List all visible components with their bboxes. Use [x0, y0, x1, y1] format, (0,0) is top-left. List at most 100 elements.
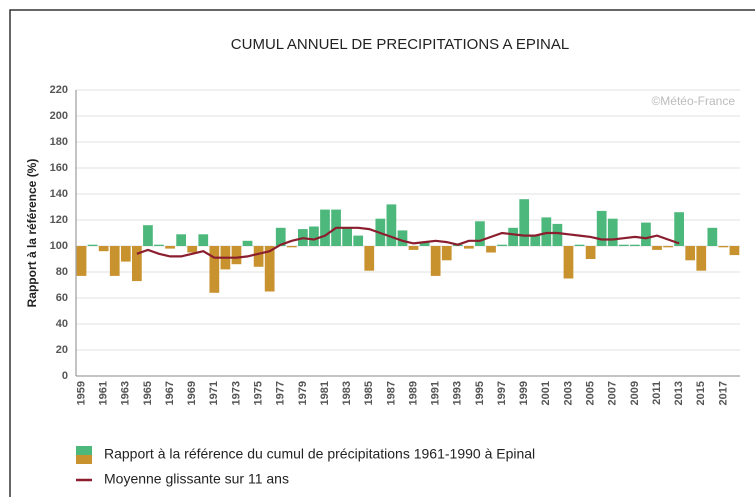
bar: [563, 246, 574, 279]
frame: [9, 9, 755, 497]
x-tick-label: 2011: [651, 381, 663, 405]
y-tick-label: 60: [56, 292, 68, 304]
bar: [109, 246, 120, 276]
bar: [685, 246, 696, 261]
bar: [441, 246, 452, 261]
x-tick-label: 1963: [120, 381, 132, 405]
watermark: ©Météo-France: [651, 94, 735, 108]
y-tick-label: 220: [50, 84, 68, 96]
x-tick-label: 2003: [562, 381, 574, 405]
x-tick-label: 1973: [230, 381, 242, 405]
moving-average-line: [136, 226, 680, 259]
bar: [286, 246, 297, 248]
x-tick-label: 1965: [142, 381, 154, 405]
bar: [729, 246, 740, 256]
y-tick-label: 160: [50, 162, 68, 174]
legend-swatch-below: [76, 455, 92, 464]
bar: [342, 227, 353, 246]
bar: [674, 212, 685, 246]
bar: [131, 246, 142, 282]
bar: [530, 235, 541, 246]
bar: [264, 246, 275, 292]
x-tick-label: 2015: [695, 381, 707, 405]
x-tick-label: 2009: [629, 381, 641, 405]
x-tick-label: 1999: [518, 381, 530, 405]
x-tick-label: 1995: [474, 381, 486, 405]
bar: [176, 234, 187, 246]
bar: [607, 218, 618, 246]
y-tick-label: 80: [56, 266, 68, 278]
x-tick-label: 1959: [75, 381, 87, 405]
bar: [574, 244, 585, 246]
x-tick-label: 1993: [452, 381, 464, 405]
x-tick-label: 2013: [673, 381, 685, 405]
bar: [497, 244, 507, 246]
bar: [309, 226, 319, 246]
x-tick-label: 1985: [363, 381, 375, 405]
x-tick-label: 1967: [164, 381, 176, 405]
y-tick-label: 200: [50, 110, 68, 122]
y-tick-label: 20: [56, 344, 68, 356]
y-tick-label: 100: [50, 240, 68, 252]
bar: [275, 227, 286, 246]
x-tick-label: 2005: [585, 381, 597, 405]
bar: [463, 246, 474, 249]
x-tick-label: 2001: [540, 381, 552, 405]
y-tick-label: 0: [62, 370, 68, 382]
bar: [242, 240, 253, 246]
bar: [320, 209, 330, 246]
bar: [552, 223, 563, 246]
bar: [386, 204, 397, 246]
x-tick-label: 1971: [208, 381, 220, 405]
bar: [652, 246, 662, 250]
legend-label: Moyenne glissante sur 11 ans: [104, 471, 289, 487]
bar: [165, 246, 175, 249]
x-tick-label: 1981: [319, 381, 331, 405]
bar: [585, 246, 596, 259]
bar: [364, 246, 375, 271]
bar: [430, 246, 441, 276]
bar: [486, 246, 496, 253]
y-axis-label: Rapport à la référence (%): [25, 159, 39, 308]
x-tick-label: 1979: [297, 381, 309, 405]
x-tick-label: 1991: [430, 381, 442, 405]
bar: [596, 210, 607, 246]
legend-label: Rapport à la référence du cumul de préci…: [104, 446, 535, 462]
bar: [253, 246, 264, 267]
bar: [408, 246, 419, 250]
bar: [397, 230, 408, 246]
bar: [98, 246, 109, 252]
legend-swatch-above: [76, 446, 92, 455]
bar: [718, 246, 729, 248]
bar: [120, 246, 131, 262]
x-tick-label: 1997: [496, 381, 508, 405]
bar: [696, 246, 707, 271]
chart-title: CUMUL ANNUEL DE PRECIPITATIONS A EPINAL: [231, 36, 569, 53]
bar: [209, 246, 220, 293]
bar: [419, 242, 430, 246]
bar: [154, 244, 164, 246]
bar: [187, 246, 198, 253]
y-tick-label: 180: [50, 136, 68, 148]
y-tick-label: 40: [56, 318, 68, 330]
y-tick-label: 140: [50, 188, 68, 200]
bar: [198, 234, 209, 246]
x-tick-label: 2007: [607, 381, 619, 405]
y-tick-label: 120: [50, 214, 68, 226]
x-tick-label: 2017: [717, 381, 729, 405]
bar: [143, 225, 153, 246]
bar: [629, 244, 640, 246]
x-tick-label: 1983: [341, 381, 353, 405]
bar: [231, 246, 242, 265]
bar: [87, 244, 98, 246]
bar: [508, 227, 519, 246]
x-tick-label: 1977: [275, 381, 287, 405]
bar: [663, 246, 673, 248]
x-tick-label: 1989: [407, 381, 419, 405]
bar: [519, 199, 530, 246]
bar: [76, 246, 87, 276]
bar: [541, 217, 552, 246]
x-tick-label: 1975: [253, 381, 265, 405]
x-tick-label: 1987: [385, 381, 397, 405]
